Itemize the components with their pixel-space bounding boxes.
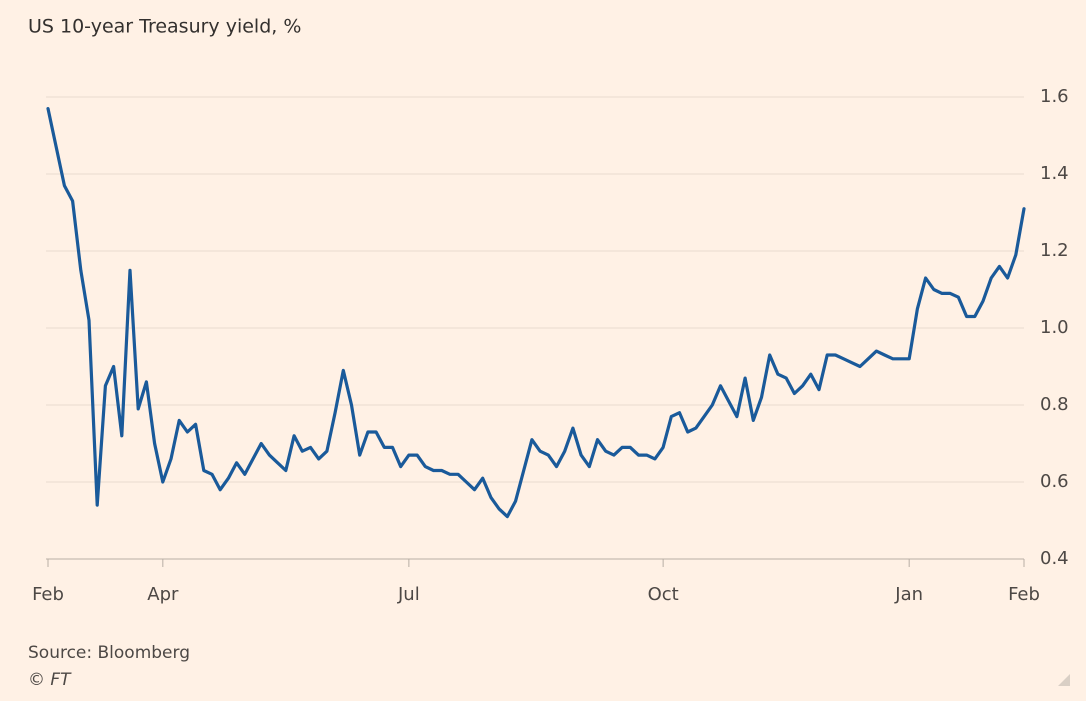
y-tick-label: 1.4 <box>1040 163 1069 184</box>
y-tick-label: 1.0 <box>1040 317 1069 338</box>
y-tick-label: 1.6 <box>1040 86 1069 107</box>
x-tick-label: Jan <box>894 584 923 605</box>
x-tick-label: Oct <box>648 584 679 605</box>
x-tick-label: Apr <box>147 584 179 605</box>
resize-handle <box>1058 674 1070 686</box>
y-tick-label: 0.4 <box>1040 548 1069 569</box>
chart-title: US 10-year Treasury yield, % <box>28 16 301 38</box>
credit: © FT <box>28 670 72 690</box>
y-tick-label: 0.6 <box>1040 471 1069 492</box>
x-tick-label: Jul <box>397 584 420 605</box>
source: Source: Bloomberg <box>28 643 190 663</box>
y-tick-label: 0.8 <box>1040 394 1069 415</box>
line-series <box>46 107 1026 519</box>
x-tick-label: Feb <box>32 584 64 605</box>
y-tick-label: 1.2 <box>1040 240 1069 261</box>
x-tick-label: Feb <box>1008 584 1040 605</box>
